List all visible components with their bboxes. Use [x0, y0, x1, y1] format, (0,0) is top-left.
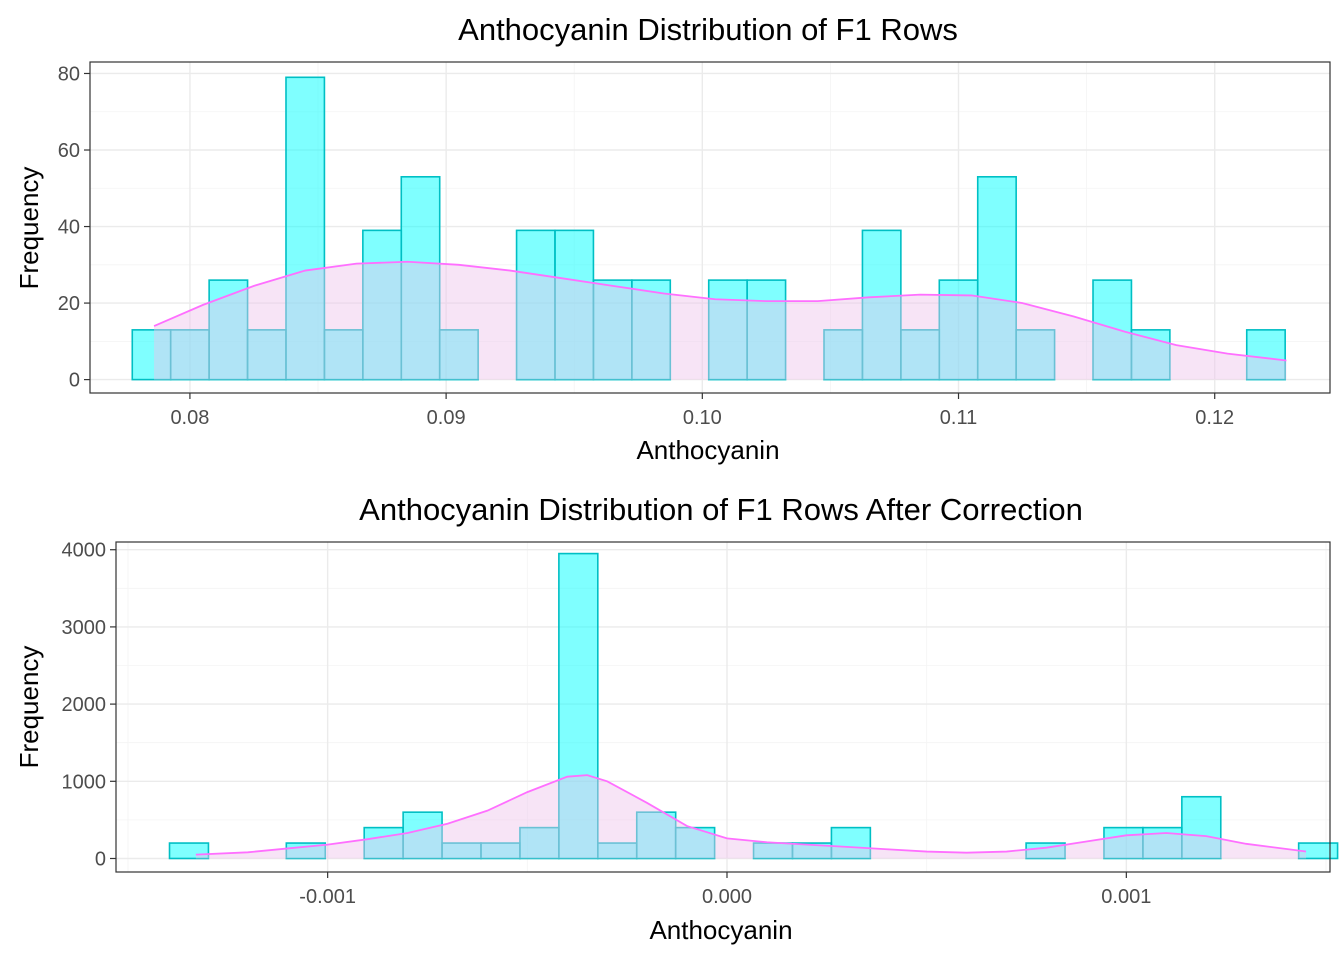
- x-tick-label: 0.08: [170, 407, 209, 429]
- y-tick-label: 0: [95, 848, 106, 870]
- chart-title: Anthocyanin Distribution of F1 Rows: [458, 12, 958, 47]
- histogram-bar: [1181, 795, 1222, 860]
- histogram-bar: [169, 329, 210, 381]
- histogram-bar: [323, 329, 364, 381]
- x-tick-label: 0.11: [940, 407, 977, 429]
- x-tick-label: -0.001: [299, 886, 356, 908]
- panel-border: [89, 61, 1331, 394]
- density-curve: [153, 260, 1287, 380]
- density-area: [154, 261, 1287, 380]
- histogram-bar: [900, 329, 941, 381]
- y-tick-label: 80: [58, 63, 80, 85]
- histogram-bar: [830, 826, 872, 860]
- histogram-bar: [515, 229, 556, 381]
- y-axis-title: Frequency: [14, 646, 44, 769]
- histogram-bar: [438, 329, 479, 381]
- y-tick-label: 60: [58, 140, 80, 162]
- y-axis-ticks: 0 20 40 60 80: [58, 63, 90, 392]
- histogram-bar: [1092, 279, 1133, 381]
- density-line: [195, 774, 1307, 856]
- x-tick-label: 0.12: [1195, 407, 1234, 429]
- y-tick-label: 2000: [62, 694, 107, 716]
- y-axis-ticks: 0 1000 2000 3000 4000: [62, 540, 116, 870]
- histogram-bar: [519, 826, 560, 860]
- histogram-bars: [131, 76, 1286, 381]
- histogram-bar: [1103, 826, 1144, 860]
- y-tick-label: 1000: [62, 771, 107, 793]
- panel-border: [115, 541, 1331, 873]
- histogram-bar: [1015, 329, 1056, 381]
- x-axis-ticks: -0.001 0.000 0.001: [299, 872, 1151, 908]
- histogram-bar: [746, 279, 787, 381]
- histogram-bar: [402, 811, 443, 860]
- y-axis-title: Frequency: [14, 167, 44, 290]
- histogram-bar: [861, 229, 902, 381]
- bottom-histogram-panel: Anthocyanin Distribution of F1 Rows Afte…: [14, 492, 1339, 945]
- x-tick-label: 0.000: [702, 886, 752, 908]
- y-tick-label: 20: [58, 293, 80, 315]
- y-tick-label: 0: [69, 370, 80, 392]
- histogram-bar: [363, 826, 404, 860]
- x-axis-ticks: 0.08 0.09 0.10 0.11 0.12: [170, 393, 1234, 429]
- x-tick-label: 0.001: [1101, 886, 1151, 908]
- density-line: [153, 260, 1287, 362]
- y-tick-label: 4000: [62, 540, 107, 562]
- histogram-bar: [592, 279, 633, 381]
- y-tick-label: 3000: [62, 617, 107, 639]
- x-axis-title: Anthocyanin: [636, 435, 779, 465]
- density-curve: [195, 774, 1307, 859]
- chart-title: Anthocyanin Distribution of F1 Rows Afte…: [359, 492, 1083, 527]
- grid: [116, 542, 1330, 872]
- histogram-bar: [285, 76, 326, 381]
- histogram-bar: [938, 279, 979, 381]
- histogram-bar: [823, 329, 864, 381]
- x-axis-title: Anthocyanin: [649, 915, 792, 945]
- histogram-bar: [400, 175, 441, 381]
- x-tick-label: 0.10: [683, 407, 722, 429]
- density-area: [195, 775, 1307, 859]
- histogram-bar: [631, 279, 672, 381]
- y-tick-label: 40: [58, 217, 80, 239]
- histogram-bar: [1245, 329, 1286, 381]
- histogram-bar: [1142, 826, 1183, 860]
- histogram-bar: [976, 175, 1017, 381]
- histogram-bar: [246, 329, 287, 381]
- top-histogram-panel: Anthocyanin Distribution of F1 Rows 0.08…: [14, 12, 1331, 465]
- x-tick-label: 0.09: [427, 407, 466, 429]
- histogram-bars: [168, 552, 1339, 860]
- histogram-bar: [558, 552, 599, 860]
